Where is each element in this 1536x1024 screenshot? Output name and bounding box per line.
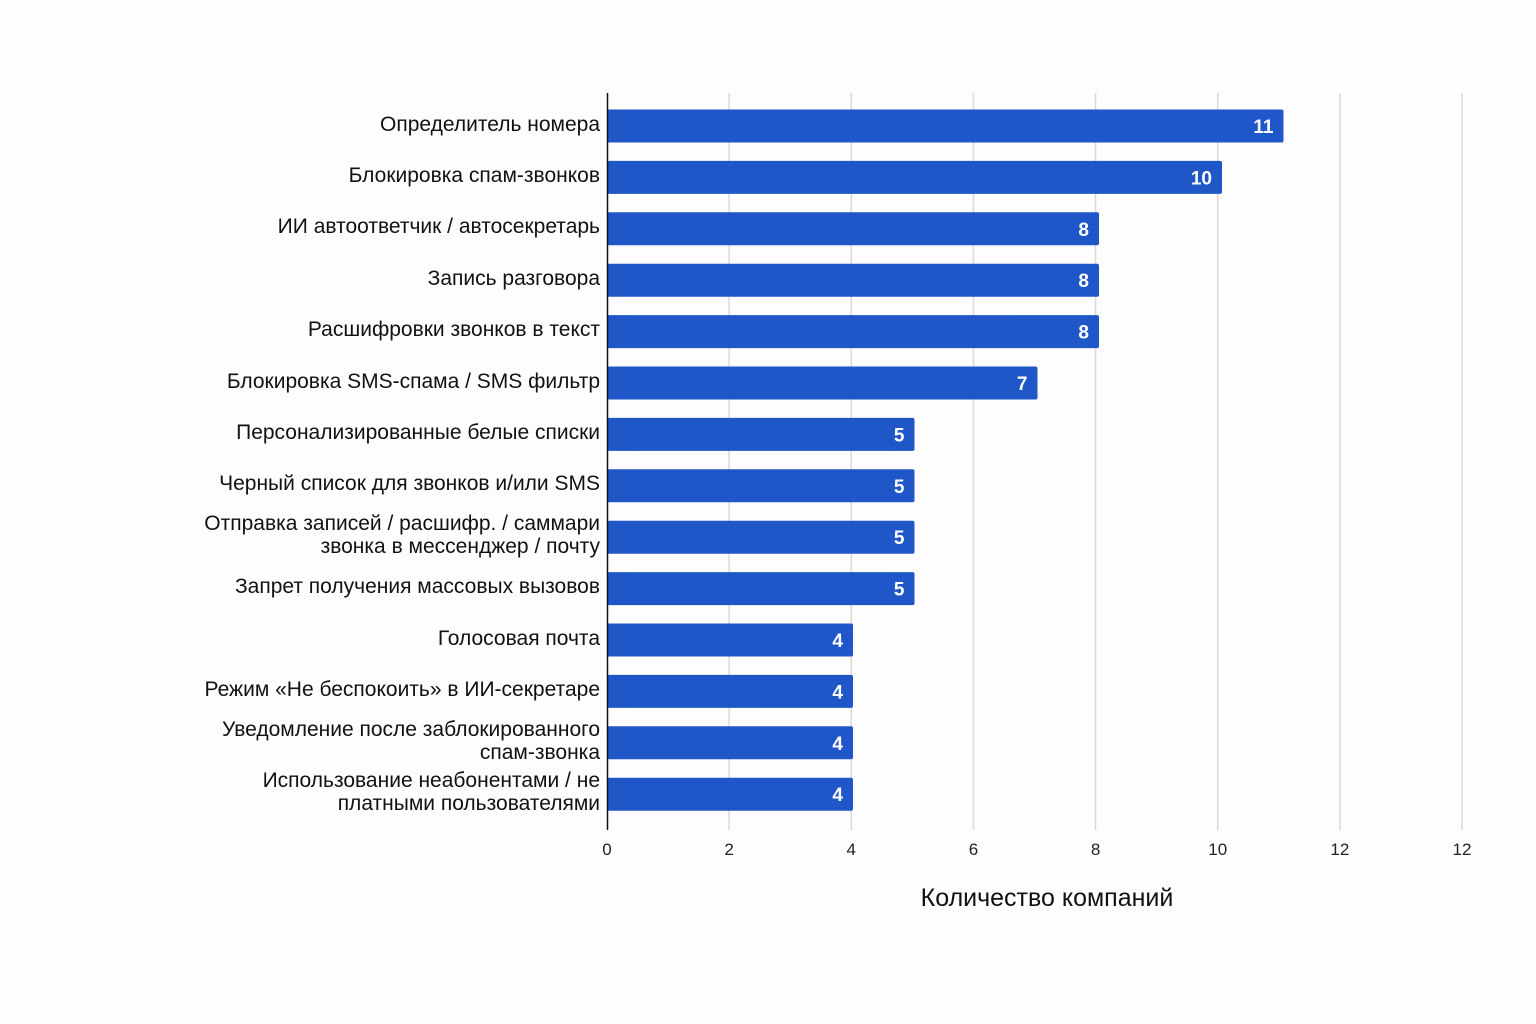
bar <box>607 417 915 451</box>
bar <box>607 726 853 760</box>
category-label: Расшифровки звонков в текст <box>307 318 600 342</box>
category-label: Запрет получения массовых вызовов <box>234 575 600 599</box>
bar-value-label: 4 <box>832 785 843 806</box>
bar-value-label: 8 <box>1078 323 1089 344</box>
x-tick-label: 0 <box>602 840 611 859</box>
category-label: Запись разговора <box>427 266 600 290</box>
bar <box>607 520 915 554</box>
bar-value-label: 5 <box>894 580 905 601</box>
bar-value-label: 10 <box>1191 168 1212 189</box>
x-tick-label: 8 <box>1091 840 1100 859</box>
x-tick-label: 6 <box>969 840 978 859</box>
bar-value-label: 8 <box>1078 220 1089 241</box>
bar-value-label: 7 <box>1017 374 1028 395</box>
bar-value-label: 4 <box>832 682 843 703</box>
bar <box>607 315 1099 349</box>
category-label: Использование неабонентами / не платными… <box>262 769 600 816</box>
bar <box>607 674 853 708</box>
bar <box>607 623 853 657</box>
bar-value-label: 5 <box>894 477 905 498</box>
category-label: ИИ автоответчик / автосекретарь <box>277 215 600 239</box>
bar <box>607 109 1284 143</box>
bar-value-label: 8 <box>1078 271 1089 292</box>
bar-value-label: 11 <box>1253 117 1274 138</box>
category-label: Уведомление после заблокированного спам-… <box>222 717 600 764</box>
bar <box>607 263 1099 297</box>
bar <box>607 777 853 811</box>
bar <box>607 366 1038 400</box>
x-tick-label: 12 <box>1453 840 1472 859</box>
bar <box>607 212 1099 246</box>
x-axis-title: Количество компаний <box>920 884 1174 912</box>
category-label: Отправка записей / расшифр. / саммари зв… <box>204 512 600 559</box>
category-label: Персонализированные белые списки <box>236 420 600 444</box>
x-tick-label: 4 <box>847 840 856 859</box>
category-label: Блокировка спам-звонков <box>348 163 600 187</box>
bar <box>607 572 915 606</box>
category-label: Черный список для звонков и/или SMS <box>219 472 600 496</box>
x-tick-label: 10 <box>1208 840 1227 859</box>
category-label: Голосовая почта <box>437 626 600 650</box>
category-label: Блокировка SMS-спама / SMS фильтр <box>226 369 600 393</box>
bar-value-label: 4 <box>832 734 843 755</box>
bar <box>607 469 915 503</box>
x-tick-label: 12 <box>1330 840 1349 859</box>
bar-value-label: 4 <box>832 631 843 652</box>
category-label: Режим «Не беспокоить» в ИИ-секретаре <box>204 677 600 701</box>
x-tick-label: 2 <box>724 840 733 859</box>
bar-value-label: 5 <box>894 528 905 549</box>
category-label: Определитель номера <box>380 112 600 136</box>
bar <box>607 160 1222 194</box>
bar-value-label: 5 <box>894 425 905 446</box>
